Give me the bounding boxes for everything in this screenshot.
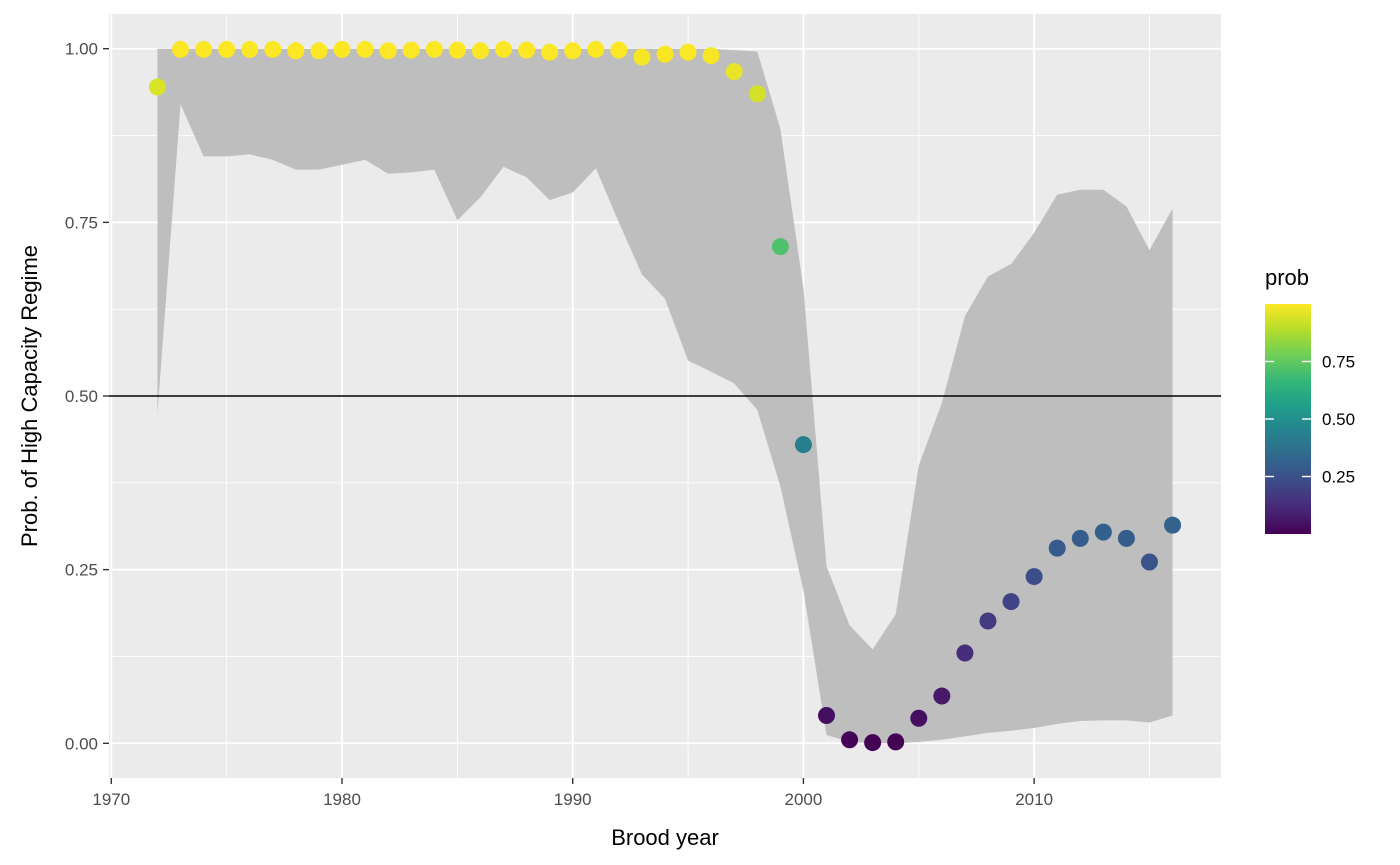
data-point xyxy=(241,40,259,58)
data-point xyxy=(610,41,628,59)
x-tick-label: 1970 xyxy=(92,790,130,809)
data-point xyxy=(402,41,420,59)
data-point xyxy=(448,41,466,59)
legend-ticks: 0.25 0.50 0.75 xyxy=(1265,353,1355,487)
data-point xyxy=(148,78,166,96)
uncertainty-ribbon xyxy=(157,48,1173,744)
data-point xyxy=(172,40,190,58)
data-point xyxy=(725,63,743,81)
data-point xyxy=(748,85,766,103)
x-tick-label: 2000 xyxy=(785,790,823,809)
data-point xyxy=(471,42,489,60)
data-point xyxy=(310,42,328,60)
y-tick-label: 0.00 xyxy=(65,734,98,753)
data-point xyxy=(587,40,605,58)
data-point xyxy=(564,42,582,60)
data-point xyxy=(771,238,789,256)
data-point xyxy=(656,45,674,63)
y-axis-title: Prob. of High Capacity Regime xyxy=(17,245,42,547)
data-point xyxy=(1094,523,1112,541)
legend-tick-label: 0.50 xyxy=(1322,410,1355,429)
y-tick-label: 0.75 xyxy=(65,213,98,232)
data-point xyxy=(702,47,720,65)
data-point xyxy=(1164,516,1182,534)
data-point xyxy=(356,40,374,58)
data-point xyxy=(679,43,697,61)
data-point xyxy=(195,40,213,58)
data-point xyxy=(287,42,305,60)
data-point xyxy=(633,48,651,66)
data-point xyxy=(887,733,905,751)
data-point xyxy=(910,709,928,727)
data-point xyxy=(379,42,397,60)
x-tick-label: 2010 xyxy=(1015,790,1053,809)
data-point xyxy=(218,40,236,58)
data-points xyxy=(148,40,1182,752)
legend-tick-label: 0.25 xyxy=(1322,468,1355,487)
data-point xyxy=(495,40,513,58)
data-point xyxy=(864,734,882,752)
data-point xyxy=(1002,593,1020,611)
data-point xyxy=(333,40,351,58)
data-point xyxy=(933,687,951,705)
data-point xyxy=(264,40,282,58)
legend: prob 0.25 0.50 0.75 xyxy=(1265,265,1355,534)
data-point xyxy=(1117,529,1135,547)
legend-tick-label: 0.75 xyxy=(1322,353,1355,372)
x-axis: 1970 1980 1990 2000 2010 xyxy=(92,778,1053,809)
data-point xyxy=(1071,529,1089,547)
data-point xyxy=(956,644,974,662)
data-point xyxy=(794,436,812,454)
y-tick-label: 0.25 xyxy=(65,561,98,580)
data-point xyxy=(1048,539,1066,557)
data-point xyxy=(817,706,835,724)
x-tick-label: 1990 xyxy=(554,790,592,809)
data-point xyxy=(425,40,443,58)
x-tick-label: 1980 xyxy=(323,790,361,809)
data-point xyxy=(1140,553,1158,571)
data-point xyxy=(541,43,559,61)
data-point xyxy=(1025,568,1043,586)
y-tick-label: 1.00 xyxy=(65,40,98,59)
data-point xyxy=(841,731,859,749)
data-point xyxy=(979,612,997,630)
legend-title: prob xyxy=(1265,265,1309,290)
x-axis-title: Brood year xyxy=(611,825,719,850)
data-point xyxy=(518,41,536,59)
y-tick-label: 0.50 xyxy=(65,387,98,406)
y-axis: 0.00 0.25 0.50 0.75 1.00 xyxy=(65,40,109,753)
